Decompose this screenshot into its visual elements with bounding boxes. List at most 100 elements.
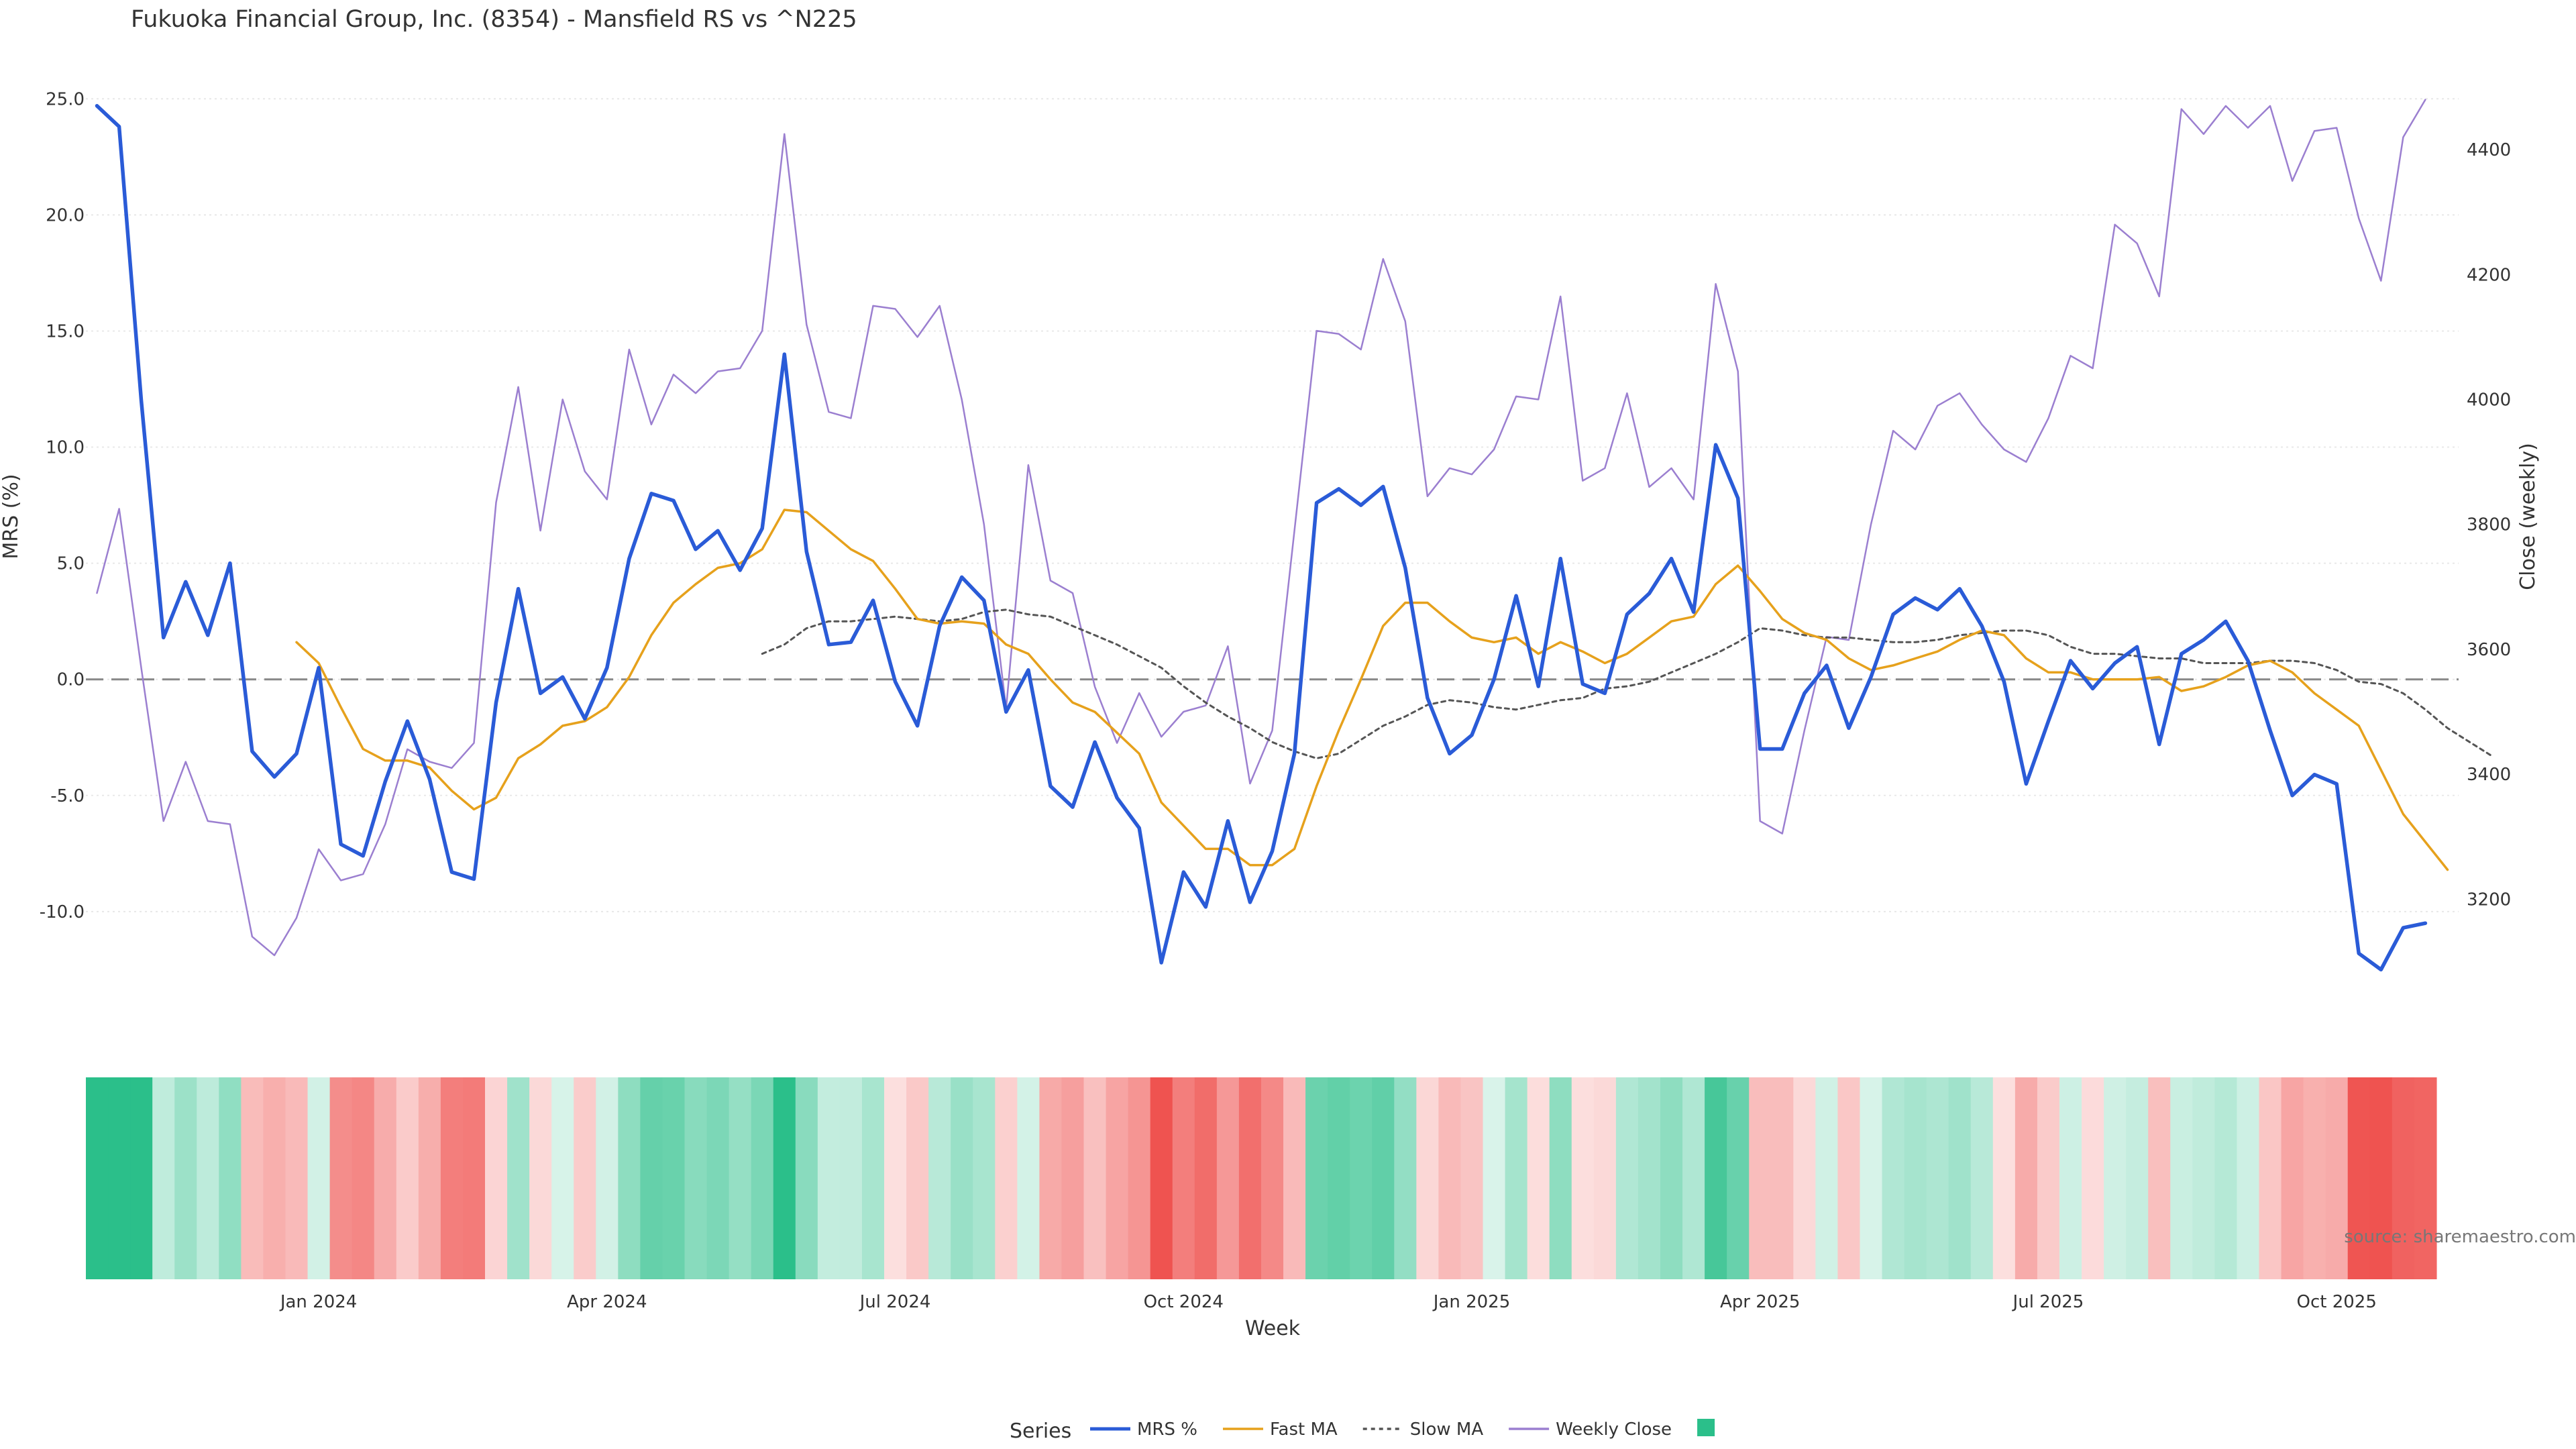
heat-cell bbox=[861, 1077, 885, 1279]
heat-cell bbox=[596, 1077, 619, 1279]
heat-cell bbox=[2347, 1077, 2371, 1279]
heat-cell bbox=[951, 1077, 973, 1279]
heat-cell bbox=[1238, 1077, 1262, 1279]
heat-cell bbox=[263, 1077, 286, 1279]
heat-cell bbox=[1505, 1077, 1528, 1279]
y-right-tick-label: 4400 bbox=[2467, 140, 2511, 160]
heat-cell bbox=[1350, 1077, 1373, 1279]
heat-cell bbox=[529, 1077, 552, 1279]
x-axis-label: Week bbox=[1245, 1317, 1301, 1340]
heat-cell bbox=[795, 1077, 818, 1279]
right-axis-ticks: 4400 4200 4000 3800 3600 3400 3200 bbox=[2467, 140, 2511, 910]
heat-cell bbox=[2414, 1077, 2437, 1279]
heat-cell bbox=[396, 1077, 419, 1279]
heat-cell bbox=[197, 1077, 219, 1279]
heat-cell bbox=[2214, 1077, 2238, 1279]
series-line-fast-ma bbox=[295, 508, 2449, 871]
heat-cell bbox=[1416, 1077, 1440, 1279]
heat-cell bbox=[219, 1077, 241, 1279]
y-axis-right-label: Close (weekly) bbox=[2516, 443, 2540, 590]
heat-cell bbox=[507, 1077, 530, 1279]
y-left-tick-label: -5.0 bbox=[50, 786, 85, 806]
heat-cell bbox=[1771, 1077, 1794, 1279]
x-tick-label: Oct 2024 bbox=[1144, 1292, 1224, 1312]
heat-cell bbox=[1638, 1077, 1661, 1279]
heat-cell bbox=[1904, 1077, 1927, 1279]
y-right-tick-label: 3200 bbox=[2467, 890, 2511, 910]
heat-cell bbox=[817, 1077, 841, 1279]
heat-cell bbox=[1150, 1077, 1173, 1279]
heat-cell bbox=[1194, 1077, 1218, 1279]
heat-cell bbox=[2325, 1077, 2349, 1279]
heat-cell bbox=[1372, 1077, 1395, 1279]
heat-cell bbox=[2259, 1077, 2282, 1279]
legend-title: Series bbox=[1010, 1419, 1071, 1443]
heat-cell bbox=[1394, 1077, 1417, 1279]
heat-cell bbox=[1860, 1077, 1883, 1279]
heat-cell bbox=[130, 1077, 153, 1279]
heat-cell bbox=[1727, 1077, 1750, 1279]
heat-cell bbox=[1793, 1077, 1816, 1279]
heat-cell bbox=[2369, 1077, 2393, 1279]
legend: Series MRS % Fast MA Slow MA Weekly Close bbox=[1010, 1419, 1715, 1443]
heat-cell bbox=[662, 1077, 686, 1279]
heat-cell bbox=[574, 1077, 596, 1279]
heat-cell bbox=[706, 1077, 730, 1279]
heat-cell bbox=[618, 1077, 641, 1279]
heat-cell bbox=[352, 1077, 375, 1279]
heat-cell bbox=[152, 1077, 175, 1279]
heat-cell bbox=[729, 1077, 752, 1279]
heat-cell bbox=[1328, 1077, 1350, 1279]
heat-cell bbox=[2303, 1077, 2326, 1279]
y-left-tick-label: 20.0 bbox=[46, 205, 85, 225]
series-line-mrs bbox=[95, 103, 2428, 972]
heat-cell bbox=[1992, 1077, 2016, 1279]
y-left-tick-label: -10.0 bbox=[40, 902, 85, 922]
heat-cell bbox=[1305, 1077, 1328, 1279]
heat-cell bbox=[1749, 1077, 1772, 1279]
heat-cell bbox=[884, 1077, 907, 1279]
x-tick-label: Jul 2024 bbox=[859, 1292, 931, 1312]
heat-cell bbox=[1593, 1077, 1617, 1279]
heat-cell bbox=[551, 1077, 574, 1279]
y-axis-left-label: MRS (%) bbox=[0, 474, 23, 559]
heat-strip bbox=[86, 1077, 2437, 1279]
heat-cell bbox=[751, 1077, 774, 1279]
heat-cell bbox=[329, 1077, 353, 1279]
heat-cell bbox=[2392, 1077, 2415, 1279]
heat-cell bbox=[928, 1077, 951, 1279]
heat-cell bbox=[307, 1077, 331, 1279]
heat-cell bbox=[440, 1077, 464, 1279]
heat-cell bbox=[1061, 1077, 1085, 1279]
x-tick-label: Oct 2025 bbox=[2296, 1292, 2376, 1312]
x-tick-label: Jan 2025 bbox=[1432, 1292, 1511, 1312]
heat-cell bbox=[839, 1077, 863, 1279]
x-tick-label: Jul 2025 bbox=[2012, 1292, 2084, 1312]
heat-cell bbox=[1948, 1077, 1972, 1279]
heat-cell bbox=[2126, 1077, 2149, 1279]
x-axis-ticks: Jan 2024 Apr 2024 Jul 2024 Oct 2024 Jan 2025… bbox=[279, 1292, 2377, 1312]
left-axis-ticks: 25.0 20.0 15.0 10.0 5.0 0.0 -5.0 -10.0 bbox=[40, 89, 85, 922]
chart-title: Fukuoka Financial Group, Inc. (8354) - M… bbox=[131, 6, 857, 33]
x-tick-label: Jan 2024 bbox=[279, 1292, 358, 1312]
legend-items: MRS % Fast MA Slow MA Weekly Close bbox=[1090, 1419, 1715, 1440]
heat-cell bbox=[1682, 1077, 1705, 1279]
heat-cell bbox=[1705, 1077, 1727, 1279]
heat-cell bbox=[374, 1077, 397, 1279]
heat-cell bbox=[1128, 1077, 1151, 1279]
y-left-tick-label: 15.0 bbox=[46, 321, 85, 341]
heat-cell bbox=[1882, 1077, 1905, 1279]
heat-cell bbox=[1172, 1077, 1195, 1279]
legend-heat-swatch bbox=[1697, 1419, 1715, 1436]
series-line-weekly-close bbox=[96, 99, 2426, 957]
series-line-slow-ma bbox=[761, 608, 2493, 759]
y-right-tick-label: 3400 bbox=[2467, 765, 2511, 785]
heat-cell bbox=[1260, 1077, 1284, 1279]
y-left-tick-label: 25.0 bbox=[46, 89, 85, 109]
heat-cell bbox=[1039, 1077, 1063, 1279]
heat-cell bbox=[2281, 1077, 2304, 1279]
heat-cell bbox=[2059, 1077, 2082, 1279]
heat-cell bbox=[2037, 1077, 2060, 1279]
legend-label: Fast MA bbox=[1270, 1419, 1338, 1440]
heat-cell bbox=[1216, 1077, 1240, 1279]
